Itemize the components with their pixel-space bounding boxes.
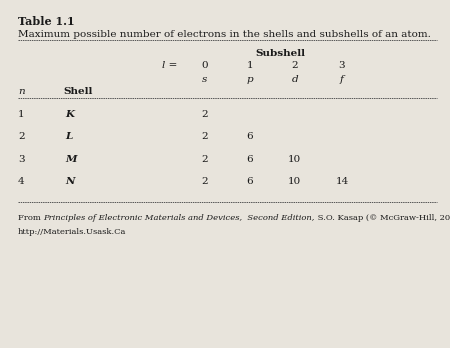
- Text: 2: 2: [202, 177, 208, 187]
- Text: 2: 2: [202, 110, 208, 119]
- Text: K: K: [65, 110, 74, 119]
- Text: 6: 6: [247, 177, 253, 187]
- Text: 10: 10: [288, 177, 302, 187]
- Text: f: f: [340, 75, 344, 84]
- Text: L: L: [65, 132, 72, 141]
- Text: 1: 1: [247, 61, 253, 70]
- Text: 3: 3: [339, 61, 345, 70]
- Text: 3: 3: [18, 155, 25, 164]
- Text: S.O. Kasap (© McGraw-Hill, 2002): S.O. Kasap (© McGraw-Hill, 2002): [315, 214, 450, 222]
- Text: 2: 2: [18, 132, 25, 141]
- Text: d: d: [292, 75, 298, 84]
- Text: s: s: [202, 75, 207, 84]
- Text: n: n: [18, 87, 25, 96]
- Text: l =: l =: [162, 61, 177, 70]
- Text: 6: 6: [247, 132, 253, 141]
- Text: 1: 1: [18, 110, 25, 119]
- Text: 6: 6: [247, 155, 253, 164]
- Text: 2: 2: [292, 61, 298, 70]
- Text: 0: 0: [202, 61, 208, 70]
- Text: p: p: [247, 75, 253, 84]
- Text: 10: 10: [288, 155, 302, 164]
- Text: From: From: [18, 214, 43, 222]
- Text: 14: 14: [335, 177, 349, 187]
- Text: N: N: [65, 177, 75, 187]
- Text: 4: 4: [18, 177, 25, 187]
- Text: 2: 2: [202, 132, 208, 141]
- Text: Subshell: Subshell: [255, 49, 305, 58]
- Text: 2: 2: [202, 155, 208, 164]
- Text: Shell: Shell: [63, 87, 92, 96]
- Text: Principles of Electronic Materials and Devices,  Second Edition,: Principles of Electronic Materials and D…: [43, 214, 315, 222]
- Text: M: M: [65, 155, 77, 164]
- Text: Maximum possible number of electrons in the shells and subshells of an atom.: Maximum possible number of electrons in …: [18, 30, 431, 39]
- Text: Table 1.1: Table 1.1: [18, 16, 75, 27]
- Text: http://Materials.Usask.Ca: http://Materials.Usask.Ca: [18, 228, 126, 236]
